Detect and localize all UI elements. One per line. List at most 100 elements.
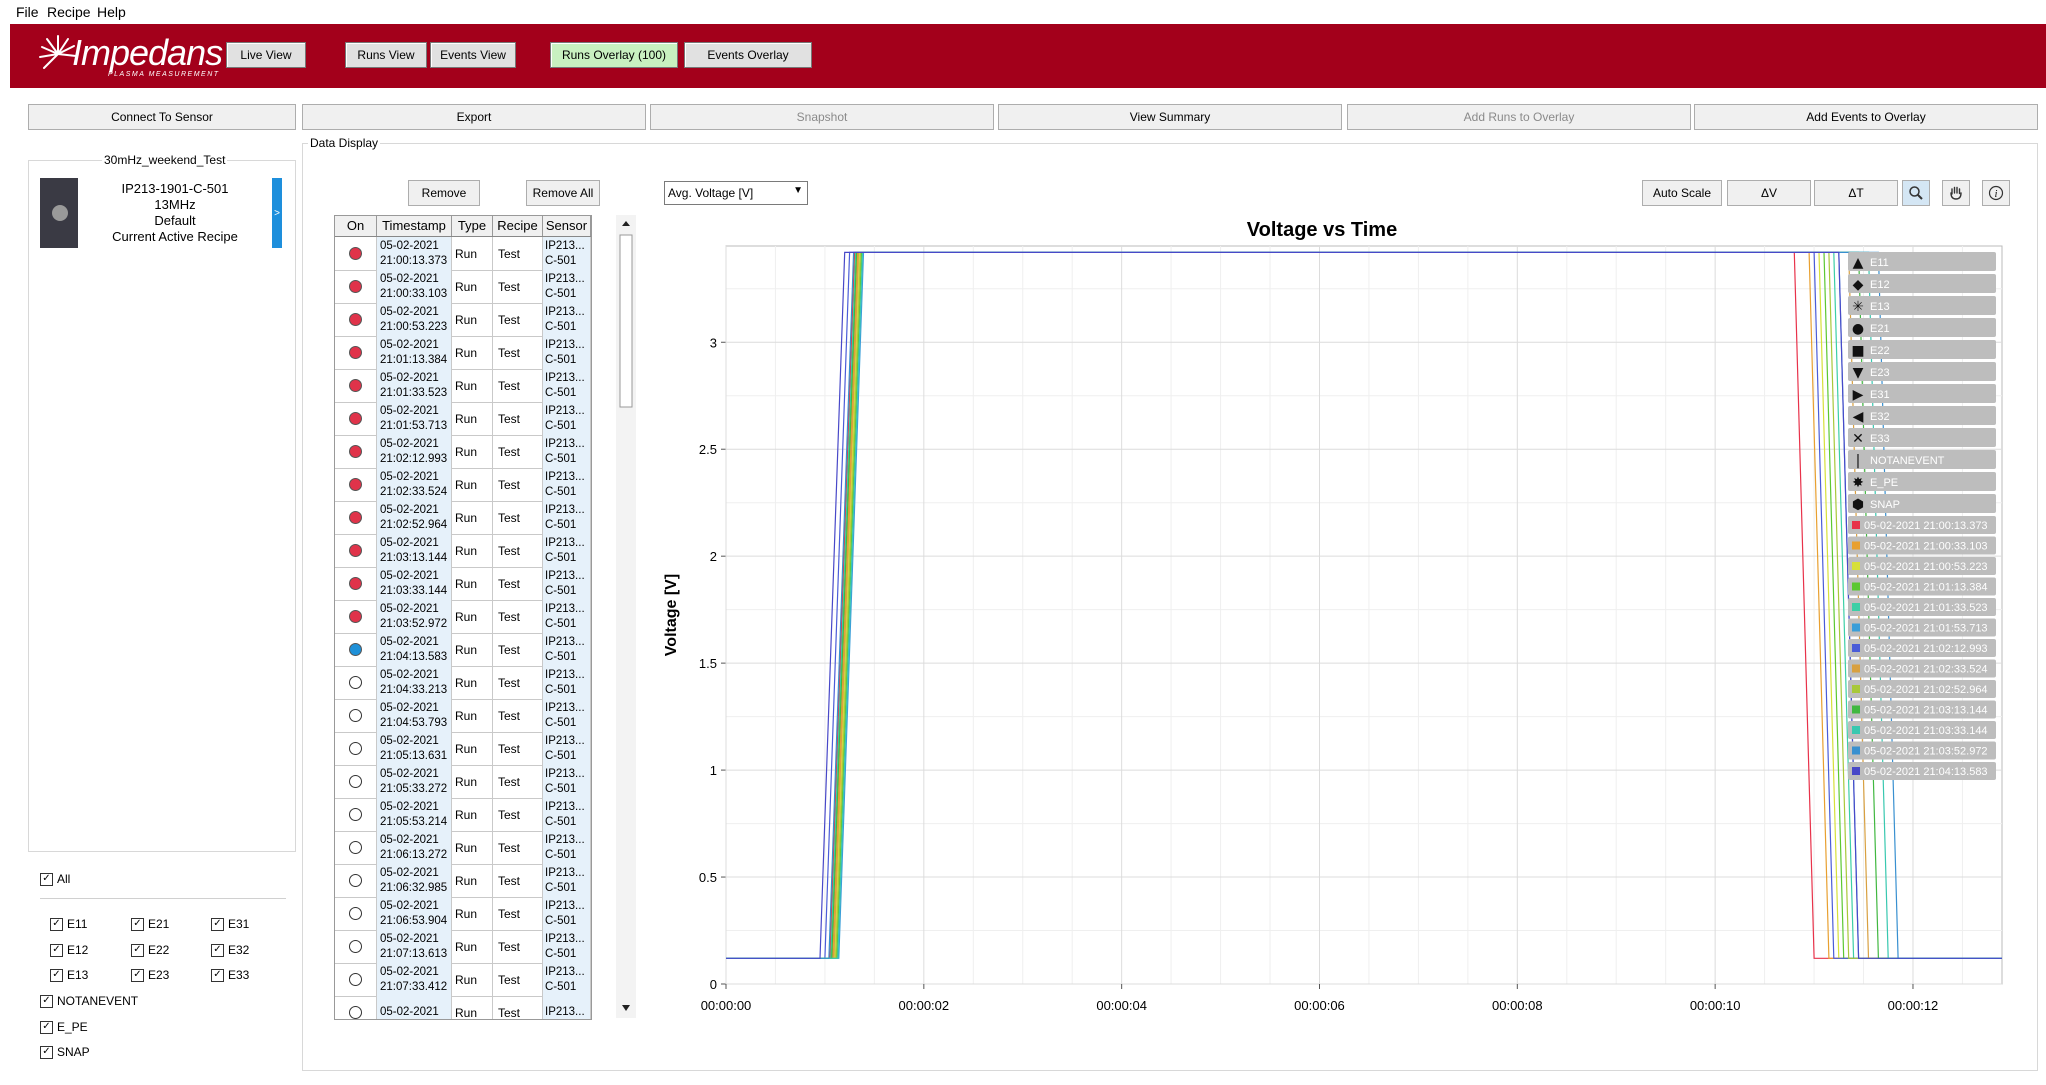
- snapshot-button[interactable]: Snapshot: [650, 104, 994, 130]
- remove-button[interactable]: Remove: [408, 180, 480, 206]
- cell-on[interactable]: [335, 402, 377, 435]
- cell-on[interactable]: [335, 237, 377, 270]
- filter-e31-checkbox[interactable]: ✓ E31: [211, 917, 249, 931]
- table-row[interactable]: 05-02-2021 21:02:12.993 Run Test IP213... C-5…: [335, 435, 591, 469]
- run-toggle-icon[interactable]: [349, 610, 362, 623]
- menu-file[interactable]: File: [16, 4, 39, 20]
- events-view-button[interactable]: Events View: [430, 42, 516, 68]
- cell-on[interactable]: [335, 303, 377, 336]
- cell-on[interactable]: [335, 831, 377, 864]
- table-row[interactable]: 05-02-2021 21:04:53.793 Run Test IP213... C-5…: [335, 699, 591, 733]
- run-toggle-icon[interactable]: [349, 841, 362, 854]
- run-toggle-icon[interactable]: [349, 643, 362, 656]
- table-row[interactable]: 05-02-2021 21:05:33.272 Run Test IP213... C-5…: [335, 765, 591, 799]
- add-runs-to-overlay-button[interactable]: Add Runs to Overlay: [1347, 104, 1691, 130]
- cell-on[interactable]: [335, 996, 377, 1019]
- table-row[interactable]: 05-02-2021 21:05:53.214 Run Test IP213... C-5…: [335, 798, 591, 832]
- filter-e22-checkbox[interactable]: ✓ E22: [131, 943, 169, 957]
- run-toggle-icon[interactable]: [349, 676, 362, 689]
- column-header-type[interactable]: Type: [452, 216, 493, 236]
- sensor-card[interactable]: IP213-1901-C-501 13MHz Default Current A…: [40, 178, 282, 248]
- events-overlay-button[interactable]: Events Overlay: [684, 42, 812, 68]
- run-toggle-icon[interactable]: [349, 445, 362, 458]
- filter-e12-checkbox[interactable]: ✓ E12: [50, 943, 88, 957]
- filter-e32-checkbox[interactable]: ✓ E32: [211, 943, 249, 957]
- table-row[interactable]: 05-02-2021 21:00:13.373 Run Test IP213... C-5…: [335, 237, 591, 271]
- cell-on[interactable]: [335, 567, 377, 600]
- connect-to-sensor-button[interactable]: Connect To Sensor: [28, 104, 296, 130]
- runs-overlay-button[interactable]: Runs Overlay (100): [550, 42, 678, 68]
- cell-on[interactable]: [335, 864, 377, 897]
- run-toggle-icon[interactable]: [349, 874, 362, 887]
- run-toggle-icon[interactable]: [349, 511, 362, 524]
- table-row[interactable]: 05-02-2021 21:06:13.272 Run Test IP213... C-5…: [335, 831, 591, 865]
- run-toggle-icon[interactable]: [349, 940, 362, 953]
- column-header-on[interactable]: On: [335, 216, 377, 236]
- filter-e11-checkbox[interactable]: ✓ E11: [50, 917, 87, 931]
- table-row[interactable]: 05-02-2021 21:01:33.523 Run Test IP213... C-5…: [335, 369, 591, 403]
- table-row[interactable]: 05-02-2021 21:05:13.631 Run Test IP213... C-5…: [335, 732, 591, 766]
- table-row[interactable]: 05-02-2021 21:07:13.613 Run Test IP213... C-5…: [335, 930, 591, 964]
- run-toggle-icon[interactable]: [349, 775, 362, 788]
- cell-on[interactable]: [335, 435, 377, 468]
- cell-on[interactable]: [335, 336, 377, 369]
- run-toggle-icon[interactable]: [349, 346, 362, 359]
- table-row[interactable]: 05-02-2021 21:02:52.964 Run Test IP213... C-5…: [335, 501, 591, 535]
- cell-on[interactable]: [335, 798, 377, 831]
- runs-view-button[interactable]: Runs View: [345, 42, 427, 68]
- run-toggle-icon[interactable]: [349, 478, 362, 491]
- filter-e13-checkbox[interactable]: ✓ E13: [50, 968, 88, 982]
- filter-snap-checkbox[interactable]: ✓ SNAP: [40, 1045, 90, 1059]
- voltage-chart[interactable]: Voltage vs Time 0 0.5 1 1.5 2 2.5 3 00:00:00 00:0…: [660, 210, 2022, 1030]
- view-summary-button[interactable]: View Summary: [998, 104, 1342, 130]
- filter-e-pe-checkbox[interactable]: ✓ E_PE: [40, 1020, 88, 1034]
- delta-v-button[interactable]: ΔV: [1727, 180, 1811, 206]
- remove-all-button[interactable]: Remove All: [526, 180, 600, 206]
- table-row[interactable]: 05-02-2021 21:01:53.713 Run Test IP213... C-5…: [335, 402, 591, 436]
- table-row[interactable]: 05-02-2021 21:00:33.103 Run Test IP213... C-5…: [335, 270, 591, 304]
- run-toggle-icon[interactable]: [349, 577, 362, 590]
- cell-on[interactable]: [335, 765, 377, 798]
- menu-recipe[interactable]: Recipe: [47, 4, 91, 20]
- menu-help[interactable]: Help: [97, 4, 126, 20]
- add-events-to-overlay-button[interactable]: Add Events to Overlay: [1694, 104, 2038, 130]
- run-toggle-icon[interactable]: [349, 313, 362, 326]
- filter-all-checkbox[interactable]: ✓ All: [40, 872, 70, 886]
- cell-on[interactable]: [335, 501, 377, 534]
- table-row[interactable]: 05-02-2021 21:03:13.144 Run Test IP213... C-5…: [335, 534, 591, 568]
- run-toggle-icon[interactable]: [349, 907, 362, 920]
- export-button[interactable]: Export: [302, 104, 646, 130]
- auto-scale-button[interactable]: Auto Scale: [1642, 180, 1722, 206]
- info-button[interactable]: i: [1982, 180, 2010, 206]
- filter-e33-checkbox[interactable]: ✓ E33: [211, 968, 249, 982]
- filter-e23-checkbox[interactable]: ✓ E23: [131, 968, 169, 982]
- run-toggle-icon[interactable]: [349, 280, 362, 293]
- run-toggle-icon[interactable]: [349, 412, 362, 425]
- run-toggle-icon[interactable]: [349, 742, 362, 755]
- filter-e21-checkbox[interactable]: ✓ E21: [131, 917, 169, 931]
- table-row[interactable]: 05-02-2021 21:00:53.223 Run Test IP213... C-5…: [335, 303, 591, 337]
- table-row[interactable]: 05-02-2021 21:01:13.384 Run Test IP213... C-5…: [335, 336, 591, 370]
- sensor-expand-tab[interactable]: >: [272, 178, 282, 248]
- metric-dropdown[interactable]: Avg. Voltage [V] ▼: [664, 181, 808, 205]
- run-toggle-icon[interactable]: [349, 247, 362, 260]
- table-row[interactable]: 05-02-2021 21:06:32.985 Run Test IP213... C-5…: [335, 864, 591, 898]
- cell-on[interactable]: [335, 666, 377, 699]
- cell-on[interactable]: [335, 633, 377, 666]
- table-row[interactable]: 05-02-2021 Run Test IP213...: [335, 996, 591, 1019]
- column-header-sensor[interactable]: Sensor: [543, 216, 591, 236]
- run-toggle-icon[interactable]: [349, 808, 362, 821]
- cell-on[interactable]: [335, 270, 377, 303]
- cell-on[interactable]: [335, 699, 377, 732]
- cell-on[interactable]: [335, 963, 377, 996]
- table-row[interactable]: 05-02-2021 21:04:33.213 Run Test IP213... C-5…: [335, 666, 591, 700]
- table-row[interactable]: 05-02-2021 21:04:13.583 Run Test IP213... C-5…: [335, 633, 591, 667]
- column-header-timestamp[interactable]: Timestamp: [377, 216, 452, 236]
- cell-on[interactable]: [335, 897, 377, 930]
- run-toggle-icon[interactable]: [349, 709, 362, 722]
- run-toggle-icon[interactable]: [349, 973, 362, 986]
- run-toggle-icon[interactable]: [349, 379, 362, 392]
- cell-on[interactable]: [335, 732, 377, 765]
- cell-on[interactable]: [335, 468, 377, 501]
- column-header-recipe[interactable]: Recipe: [493, 216, 543, 236]
